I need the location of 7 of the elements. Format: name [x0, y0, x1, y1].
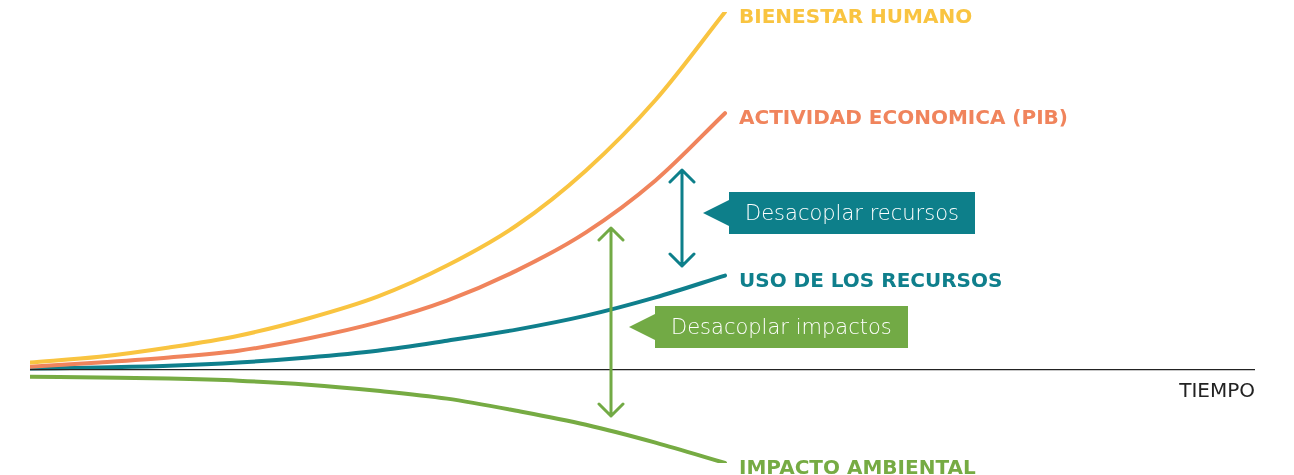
series-label: USO DE LOS RECURSOS: [739, 267, 1003, 292]
text: TIEMPO: [1178, 377, 1255, 402]
annotation: Desacoplar impactos: [655, 306, 908, 348]
series-label: BIENESTAR HUMANO: [739, 4, 973, 29]
annotation: Desacoplar recursos: [729, 192, 975, 234]
series-label: IMPACTO AMBIENTAL: [739, 455, 976, 475]
series-label: ACTIVIDAD ECONOMICA (PIB): [739, 105, 1068, 130]
